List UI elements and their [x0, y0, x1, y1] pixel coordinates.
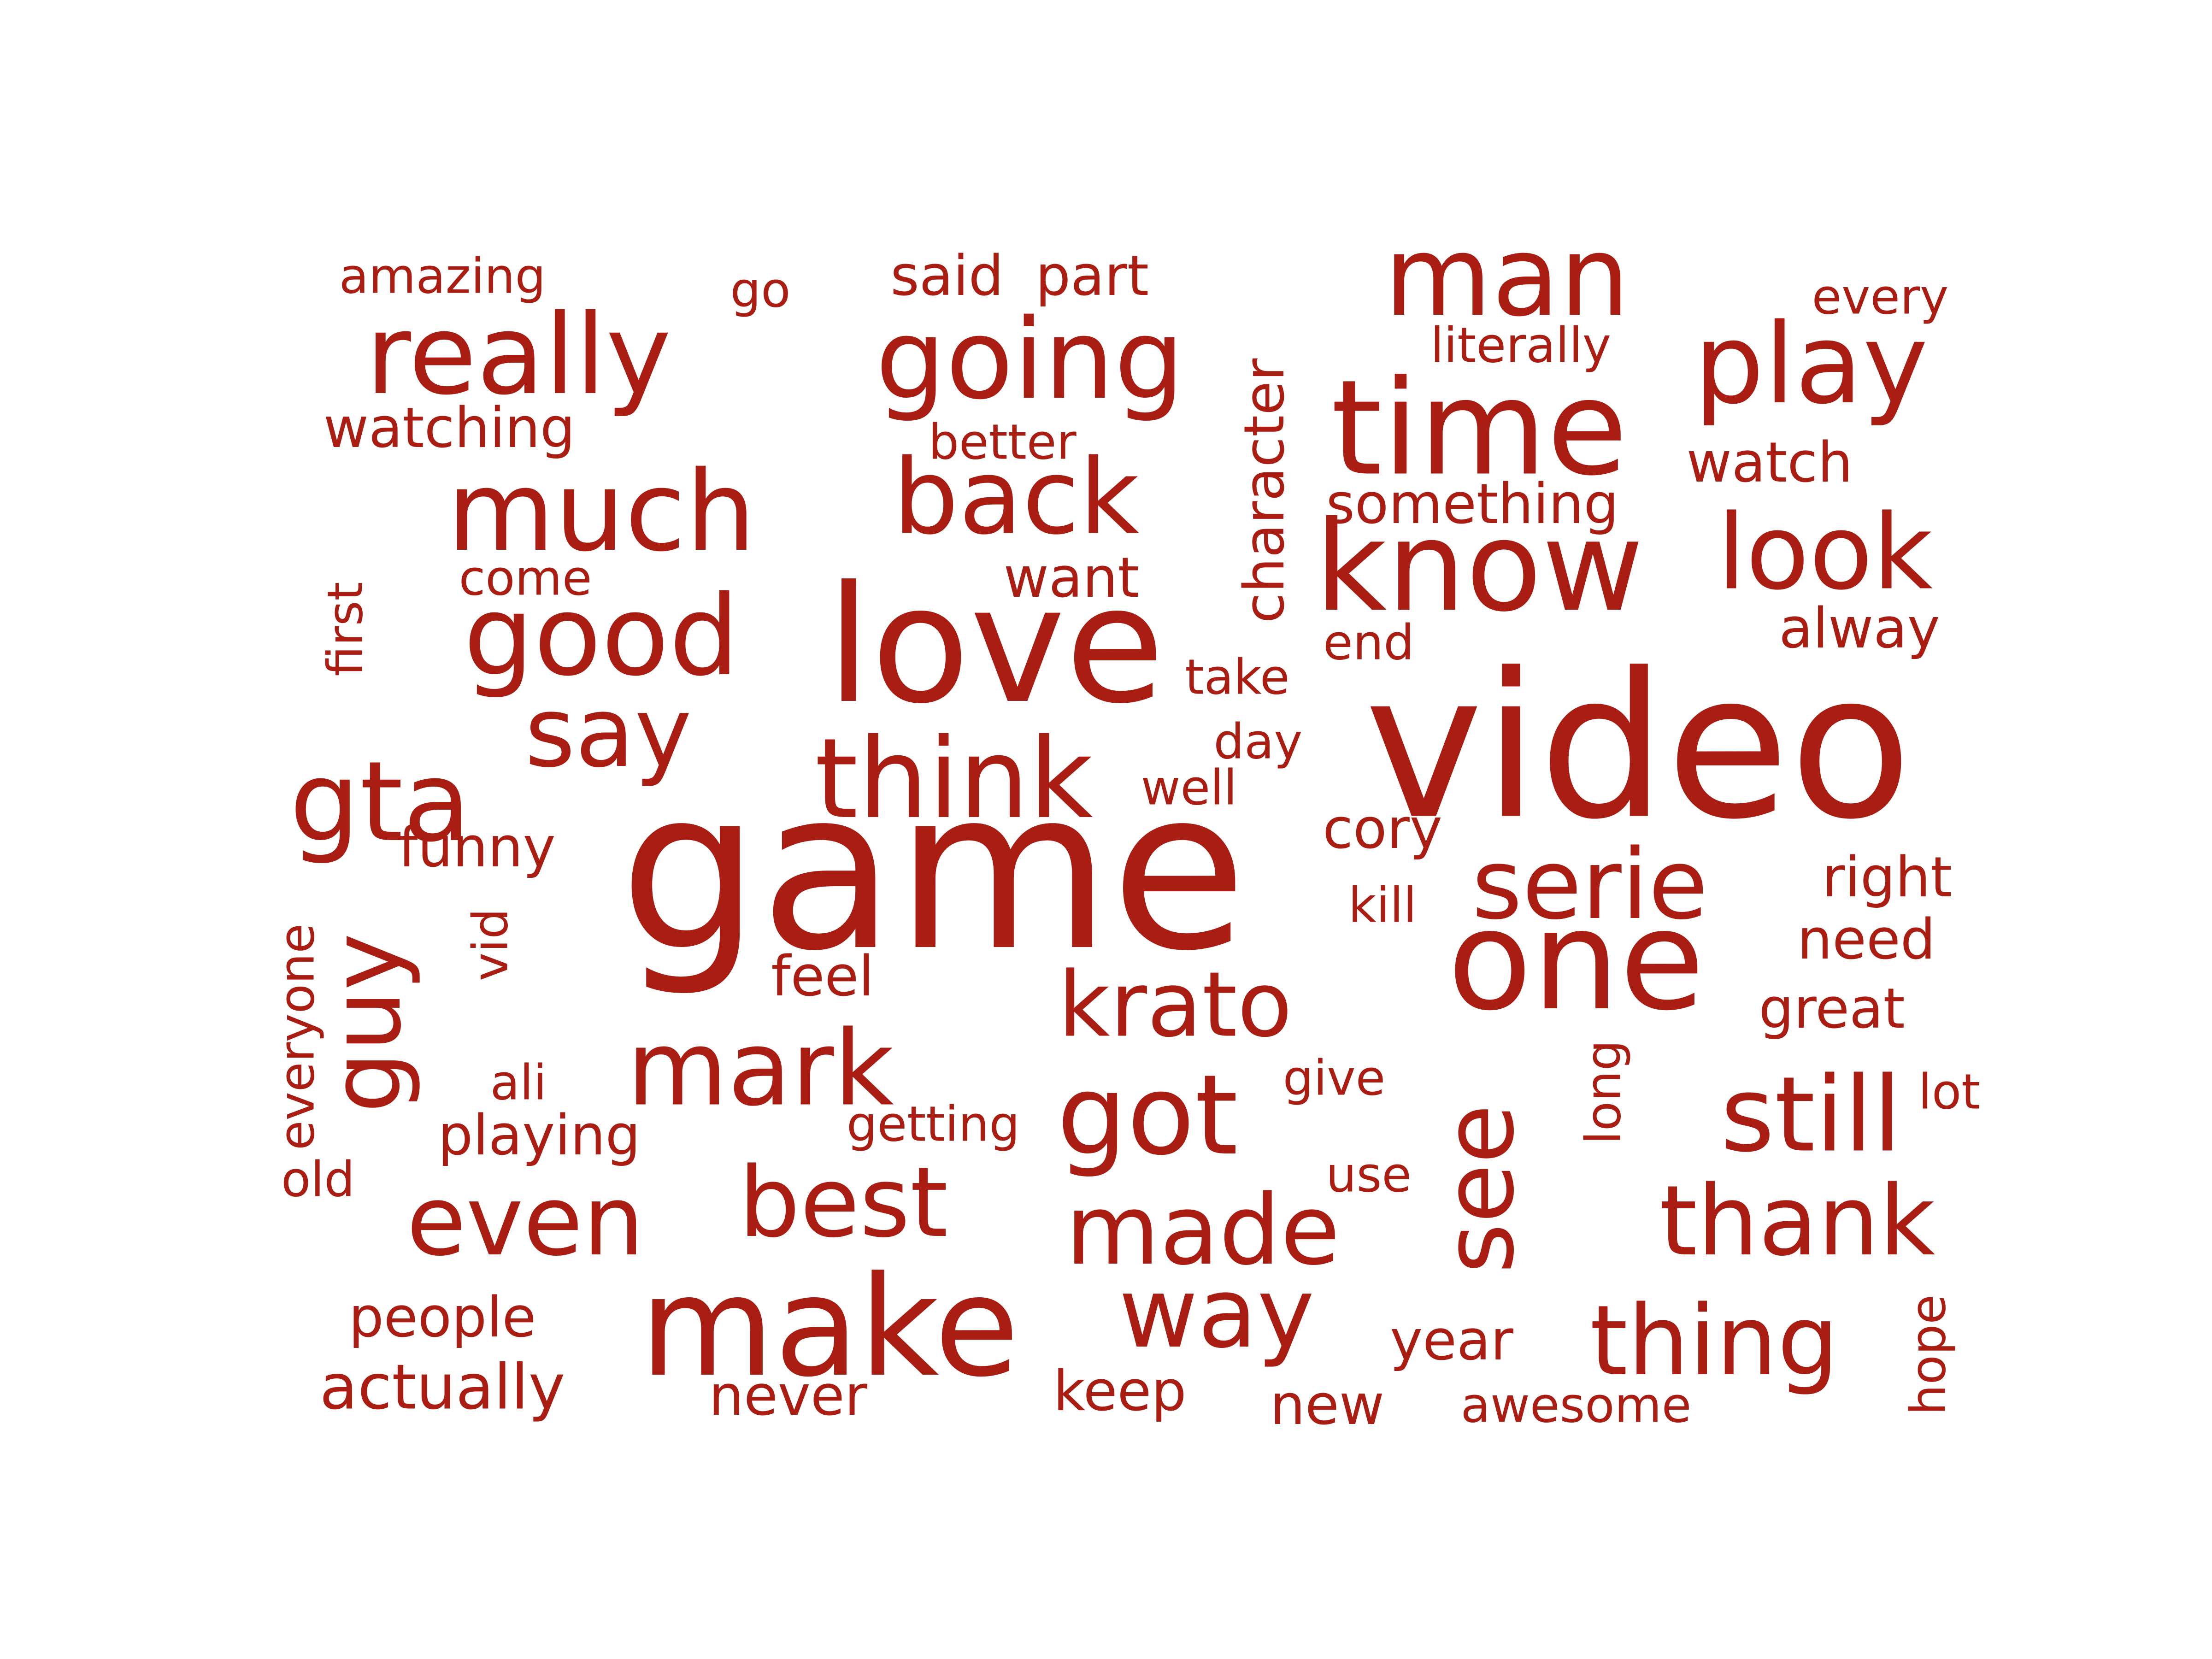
word-make: make: [640, 1247, 1019, 1407]
word-watch: watch: [1686, 431, 1853, 495]
word-good: good: [463, 571, 740, 700]
word-said: said: [890, 244, 1004, 308]
word-give: give: [1282, 1050, 1386, 1106]
word-video: video: [1364, 629, 1912, 864]
word-still: still: [1720, 1054, 1902, 1176]
word-well: well: [1141, 759, 1237, 816]
word-play: play: [1694, 300, 1929, 429]
word-time: time: [1331, 352, 1628, 505]
word-better: better: [928, 414, 1077, 471]
word-year: year: [1390, 1309, 1513, 1373]
word-one: one: [1447, 880, 1705, 1041]
word-go: go: [730, 262, 791, 318]
word-something: something: [1326, 472, 1619, 536]
word-actually: actually: [319, 1351, 565, 1424]
word-end: end: [1323, 614, 1414, 671]
word-got: got: [1057, 1051, 1238, 1180]
word-feel: feel: [771, 945, 874, 1009]
word-game: game: [619, 742, 1247, 1000]
word-take: take: [1185, 649, 1290, 706]
word-great: great: [1759, 977, 1905, 1041]
word-day: day: [1213, 713, 1303, 770]
word-back: back: [893, 437, 1140, 558]
word-look: look: [1717, 492, 1933, 613]
word-made: made: [1065, 1174, 1340, 1287]
word-watching: watching: [323, 396, 576, 460]
word-part: part: [1035, 244, 1149, 308]
word-long: long: [1575, 1040, 1632, 1145]
word-amazing: amazing: [339, 248, 546, 305]
word-know: know: [1315, 494, 1644, 639]
word-lot: lot: [1918, 1064, 1981, 1120]
word-literally: literally: [1430, 317, 1612, 374]
word-come: come: [459, 550, 592, 606]
word-kill: kill: [1348, 877, 1417, 934]
word-getting: getting: [847, 1096, 1020, 1153]
word-mark: mark: [627, 1008, 894, 1130]
word-first: first: [317, 582, 374, 677]
word-need: need: [1797, 908, 1936, 972]
word-going: going: [875, 295, 1185, 424]
word-everyone: everyone: [269, 923, 325, 1151]
word-think: think: [815, 714, 1093, 843]
word-old: old: [281, 1151, 355, 1208]
word-new: new: [1270, 1373, 1385, 1437]
word-right: right: [1822, 846, 1952, 910]
word-ali: ali: [490, 1054, 547, 1111]
word-love: love: [826, 551, 1165, 739]
word-see: see: [1423, 1104, 1535, 1274]
word-much: much: [447, 447, 756, 576]
word-every: every: [1812, 269, 1949, 325]
word-people: people: [348, 1286, 536, 1350]
word-even: even: [406, 1165, 644, 1277]
word-serie: serie: [1471, 828, 1708, 941]
word-playing: playing: [438, 1104, 641, 1168]
word-hope: hope: [1900, 1294, 1957, 1416]
word-want: want: [1003, 546, 1140, 610]
word-cory: cory: [1323, 797, 1442, 861]
word-really: really: [365, 290, 671, 419]
word-funny: funny: [398, 816, 556, 880]
word-thank: thank: [1659, 1165, 1936, 1277]
word-krato: krato: [1058, 952, 1293, 1057]
word-gta: gta: [289, 737, 471, 866]
word-vid: vid: [462, 908, 519, 981]
word-man: man: [1384, 212, 1630, 341]
word-keep: keep: [1053, 1359, 1187, 1424]
word-use: use: [1326, 1147, 1412, 1203]
word-alway: alway: [1779, 597, 1940, 661]
word-say: say: [524, 676, 692, 789]
word-character: character: [1233, 358, 1297, 624]
word-awesome: awesome: [1460, 1377, 1692, 1434]
word-never: never: [708, 1364, 868, 1428]
word-best: best: [738, 1146, 948, 1259]
word-thing: thing: [1589, 1284, 1839, 1397]
word-guy: guy: [310, 933, 423, 1113]
word-way: way: [1118, 1257, 1315, 1370]
